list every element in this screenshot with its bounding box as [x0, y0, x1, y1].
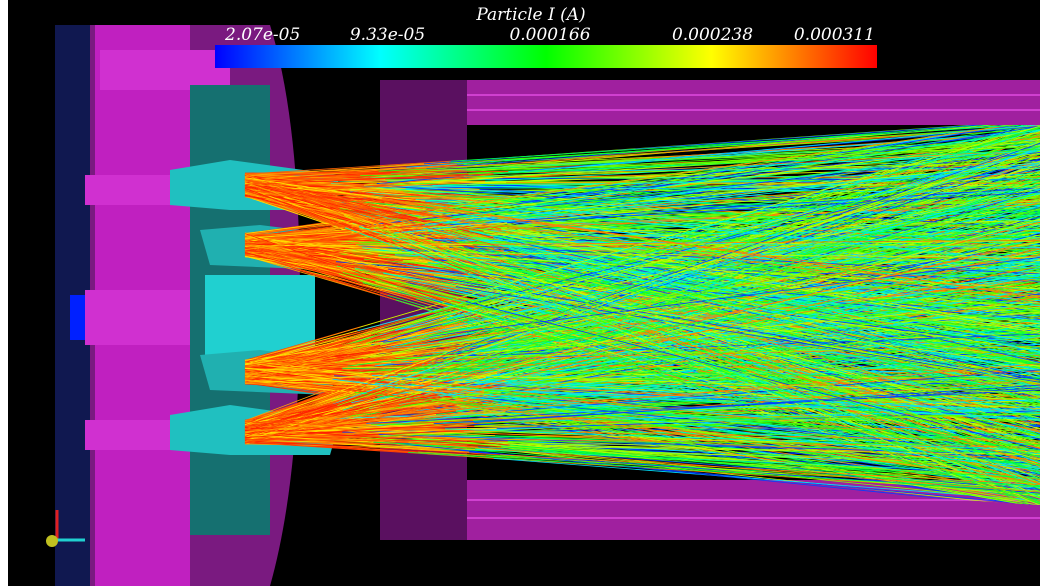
colorbar-label: 9.33e-05 [350, 25, 425, 45]
colorbar-label: 2.07e-05 [224, 25, 300, 45]
colorbar [215, 45, 877, 68]
colorbar-title: Particle I (A) [475, 5, 585, 25]
colorbar-label: 0.000166 [509, 25, 590, 45]
viewport: Particle I (A) 2.07e-05 9.33e-05 0.000166 0… [0, 0, 1047, 586]
colorbar-label: 0.000311 [794, 25, 875, 45]
page: {"colorbar": {"title": "Particle I (A)",… [0, 0, 1047, 586]
colorbar-label: 0.000238 [672, 25, 753, 45]
